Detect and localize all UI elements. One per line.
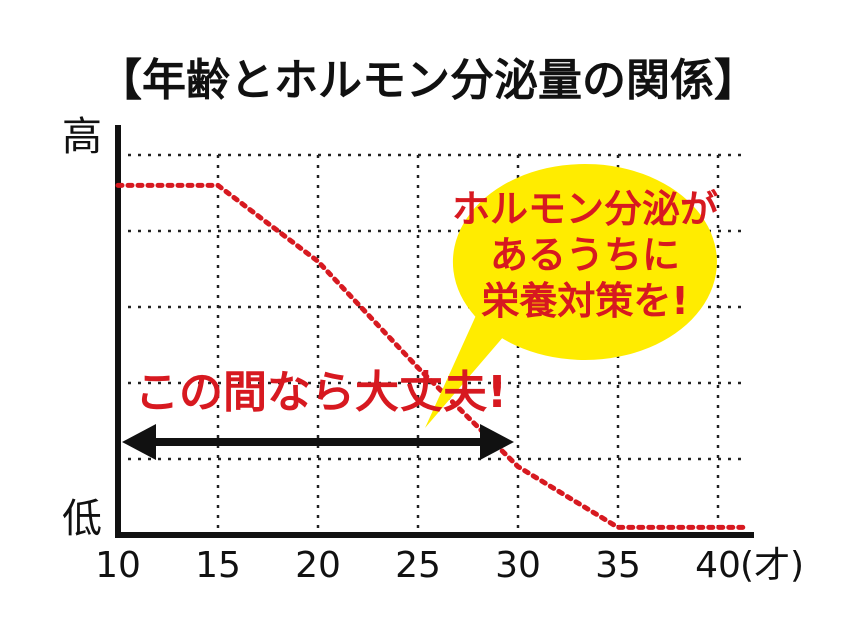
chart-title: 【年齢とホルモン分泌量の関係】: [98, 55, 758, 106]
callout-line-3: 栄養対策を!: [481, 279, 688, 323]
y-axis-low-label: 低: [62, 496, 102, 542]
range-arrow-left-head: [122, 424, 156, 460]
x-tick-label: 40: [695, 545, 741, 586]
x-tick-label: 15: [195, 545, 241, 586]
y-axis-high-label: 高: [62, 114, 102, 160]
axes: [115, 125, 754, 538]
range-annotation: この間なら大丈夫!: [135, 367, 507, 418]
x-tick-label: 25: [395, 545, 441, 586]
series-layer: [115, 182, 751, 530]
x-tick-label: 30: [495, 545, 541, 586]
x-tick-labels: 10 15 20 25 30 35 40: [95, 545, 741, 586]
x-axis-unit: (才): [740, 545, 804, 586]
range-arrow-right-head: [480, 424, 514, 460]
range-arrow-group: [122, 424, 514, 460]
x-tick-label: 10: [95, 545, 141, 586]
x-tick-label: 35: [595, 545, 641, 586]
callout-line-2: あるうちに: [490, 233, 680, 277]
callout-line-1: ホルモン分泌が: [452, 187, 718, 231]
x-tick-label: 20: [295, 545, 341, 586]
callout-bubble: ホルモン分泌が あるうちに 栄養対策を!: [425, 163, 718, 428]
callout-speech-bubble: [425, 163, 717, 428]
